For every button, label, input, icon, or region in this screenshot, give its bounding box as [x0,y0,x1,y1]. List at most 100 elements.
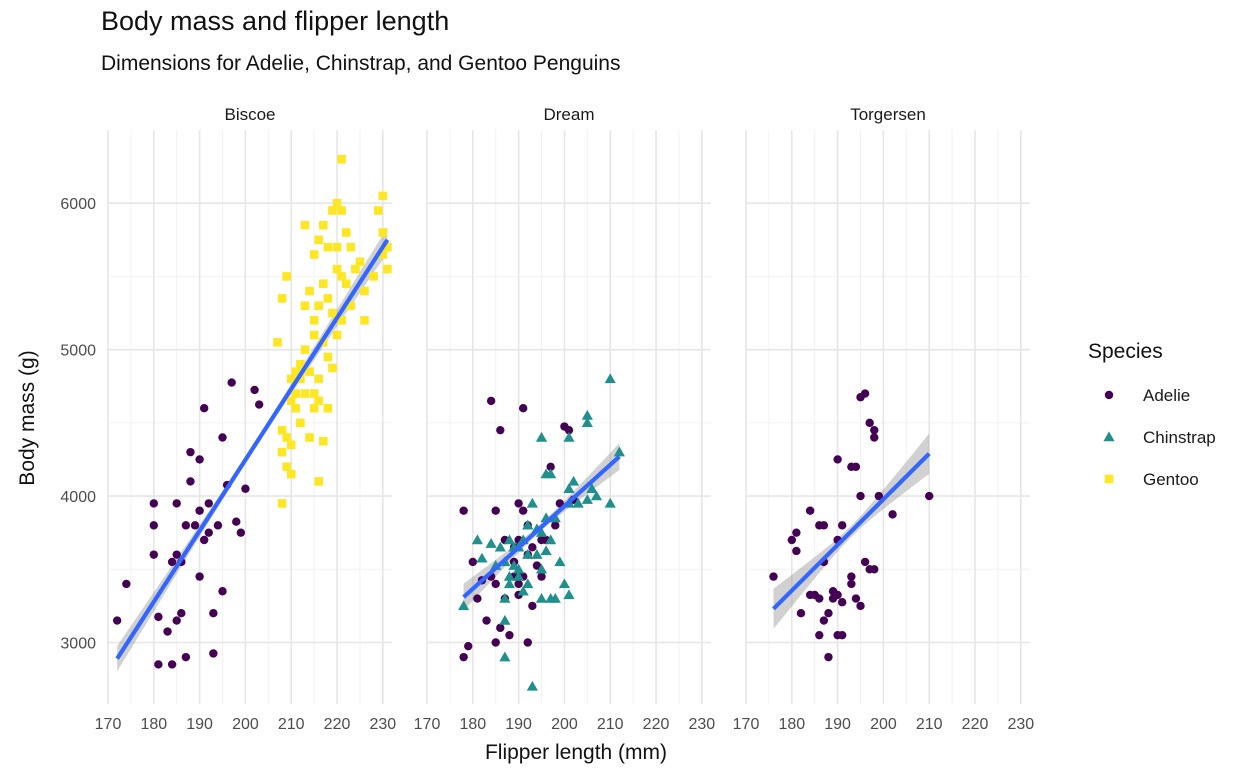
x-tick-label: 230 [1007,716,1034,733]
data-point-adelie [792,528,801,537]
data-point-gentoo [341,279,351,289]
legend: Species Adelie Chinstrap Gentoo [1088,340,1216,489]
chart-title: Body mass and flipper length [101,6,450,36]
y-tick-label: 3000 [60,636,96,653]
x-tick-label: 230 [369,716,396,733]
data-point-chinstrap [499,592,511,603]
x-tick-label: 180 [778,716,805,733]
data-point-gentoo [346,242,356,252]
data-point-adelie [856,491,865,501]
x-tick-label: 190 [824,716,851,733]
data-point-gentoo [323,294,333,303]
data-point-adelie [181,652,191,662]
x-tick-label: 210 [597,716,624,733]
data-point-adelie [870,565,879,574]
data-point-adelie [555,499,565,508]
data-point-chinstrap [554,556,566,567]
data-point-adelie [925,491,934,501]
data-point-adelie [491,579,500,589]
data-point-adelie [837,630,847,640]
data-point-adelie [860,557,870,567]
data-point-gentoo [305,433,314,442]
data-point-gentoo [282,272,291,281]
x-tick-label: 220 [643,716,670,733]
data-point-gentoo [291,389,301,398]
data-point-gentoo [328,363,337,373]
data-point-gentoo [378,250,388,259]
data-point-gentoo [277,425,287,435]
data-point-gentoo [337,316,346,325]
data-point-gentoo [360,316,369,325]
data-point-adelie [496,623,505,633]
y-tick-label: 6000 [60,196,96,213]
data-point-chinstrap [581,417,593,428]
data-point-gentoo [314,374,324,384]
data-point-adelie [241,484,250,493]
data-point-chinstrap [540,545,552,556]
data-point-chinstrap [545,468,557,479]
data-point-adelie [546,462,555,471]
data-point-chinstrap [558,578,571,589]
data-point-adelie [833,455,842,464]
data-point-adelie [154,612,163,622]
data-point-adelie [163,627,172,636]
data-point-adelie [172,616,181,625]
data-point-gentoo [296,418,305,428]
data-point-adelie [491,638,500,647]
data-point-gentoo [314,396,324,406]
data-point-adelie [112,616,122,625]
x-tick-label: 180 [459,716,486,733]
data-point-adelie [195,455,204,464]
data-point-chinstrap [604,497,616,508]
data-point-adelie [473,594,482,603]
data-point-chinstrap [471,534,483,545]
data-point-chinstrap [499,651,511,662]
x-tick-label: 220 [324,716,351,733]
data-point-adelie [528,543,537,552]
x-tick-label: 200 [870,716,897,733]
data-point-chinstrap [545,534,557,545]
data-point-adelie [167,660,177,669]
data-point-adelie [824,609,833,618]
x-tick-label: 170 [733,716,760,733]
x-tick-label: 170 [414,716,441,733]
legend-key-gentoo [1104,474,1114,484]
data-point-gentoo [341,228,351,237]
x-tick-label: 200 [551,716,578,733]
data-point-chinstrap [604,373,616,384]
data-point-gentoo [383,242,392,252]
data-point-adelie [870,425,879,435]
data-point-gentoo [291,403,301,413]
data-point-chinstrap [499,614,511,625]
data-point-chinstrap [513,571,525,581]
data-point-adelie [227,378,236,387]
data-point-adelie [195,506,204,515]
data-point-adelie [209,609,218,618]
data-point-gentoo [318,220,328,230]
data-point-adelie [805,506,815,515]
data-point-adelie [819,521,829,530]
data-point-gentoo [355,257,365,267]
y-axis-title: Body mass (g) [16,350,39,485]
data-point-adelie [514,579,523,589]
data-point-gentoo [305,367,314,376]
data-point-chinstrap [535,527,548,537]
data-point-chinstrap [476,552,488,563]
data-point-gentoo [296,359,305,369]
data-point-gentoo [277,294,287,303]
data-point-gentoo [328,308,337,318]
data-point-adelie [865,418,874,428]
data-point-chinstrap [526,497,538,508]
data-point-chinstrap [535,563,548,574]
chart-subtitle: Dimensions for Adelie, Chinstrap, and Ge… [101,52,621,75]
data-point-gentoo [332,198,342,208]
data-point-gentoo [300,389,310,398]
data-point-chinstrap [458,600,470,611]
x-tick-label: 190 [505,716,532,733]
data-point-gentoo [318,436,328,446]
data-point-chinstrap [503,571,516,581]
data-point-gentoo [346,301,356,311]
data-point-gentoo [337,154,346,164]
data-point-gentoo [314,477,324,486]
data-point-gentoo [286,440,296,450]
